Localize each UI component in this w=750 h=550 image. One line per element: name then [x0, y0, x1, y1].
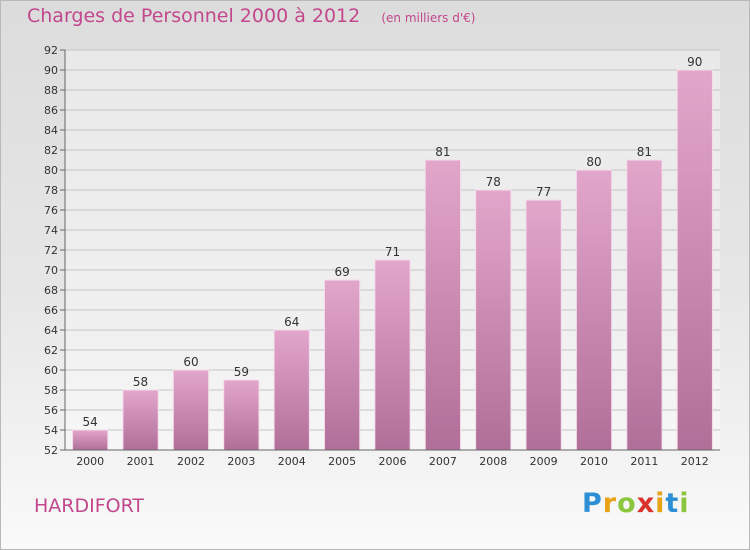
logo-letter: r [602, 488, 618, 519]
x-tick-label: 2012 [681, 455, 709, 468]
y-tick-label: 72 [44, 244, 58, 257]
x-tick-label: 2002 [177, 455, 205, 468]
y-tick-label: 86 [44, 104, 58, 117]
y-tick-label: 64 [44, 324, 58, 337]
data-label: 81 [435, 145, 450, 159]
data-label: 81 [637, 145, 652, 159]
x-tick-label: 2005 [328, 455, 356, 468]
y-tick-label: 76 [44, 204, 58, 217]
data-label: 58 [133, 375, 148, 389]
chart-unit: (en milliers d'€) [381, 11, 476, 25]
x-tick-label: 2004 [278, 455, 306, 468]
y-tick-label: 74 [44, 224, 58, 237]
data-label: 90 [687, 55, 702, 69]
bar-2002 [172, 369, 210, 451]
y-tick-label: 60 [44, 364, 58, 377]
y-tick-label: 92 [44, 44, 58, 57]
y-tick-label: 70 [44, 264, 58, 277]
logo-letter: i [655, 488, 666, 519]
x-axis: 2000 2001 2002 2003 2004 2005 2006 2007 2008 2009… [65, 449, 720, 468]
data-label: 60 [183, 355, 198, 369]
data-label: 80 [586, 155, 601, 169]
data-label: 77 [536, 185, 551, 199]
logo-letter: P [582, 488, 603, 519]
bar-2003 [223, 379, 260, 451]
bar-2004 [273, 329, 310, 451]
y-tick-label: 66 [44, 304, 58, 317]
data-label: 78 [486, 175, 501, 189]
chart-title: Charges de Personnel 2000 à 2012 [27, 5, 361, 27]
x-tick-label: 2009 [530, 455, 558, 468]
bar-2012 [676, 69, 713, 451]
y-tick-label: 56 [44, 404, 58, 417]
y-axis: 52 54 56 58 60 62 64 66 68 70 72 74 76 78 80 82 84 86 88 90… [44, 44, 66, 457]
y-tick-label: 84 [44, 124, 58, 137]
x-tick-label: 2007 [429, 455, 457, 468]
y-tick-label: 52 [44, 444, 58, 457]
commune-name: HARDIFORT [34, 495, 145, 517]
x-tick-label: 2011 [630, 455, 658, 468]
x-tick-label: 2010 [580, 455, 608, 468]
proxiti-logo: Proxiti [582, 488, 690, 519]
x-tick-label: 2003 [227, 455, 255, 468]
x-tick-label: 2006 [379, 455, 407, 468]
logo-letter: t [665, 488, 680, 519]
bar-2010 [575, 169, 613, 451]
x-tick-label: 2008 [479, 455, 507, 468]
data-label: 69 [334, 265, 349, 279]
bar-2006 [374, 259, 411, 451]
y-tick-label: 58 [44, 384, 58, 397]
bar-2001 [122, 389, 159, 451]
y-tick-label: 82 [44, 144, 58, 157]
bar-2005 [323, 279, 361, 451]
bar-2007 [424, 159, 462, 451]
data-label: 59 [234, 365, 249, 379]
bar-2009 [525, 199, 562, 451]
y-tick-label: 80 [44, 164, 58, 177]
logo-letter: x [636, 488, 656, 519]
bars: 54 58 60 59 64 69 71 81 78 77 80 81 90 [72, 55, 713, 451]
y-tick-label: 78 [44, 184, 58, 197]
x-tick-label: 2001 [127, 455, 155, 468]
y-tick-label: 88 [44, 84, 58, 97]
bar-2008 [475, 189, 512, 451]
bar-2000 [72, 429, 109, 451]
data-label: 64 [284, 315, 299, 329]
data-label: 71 [385, 245, 400, 259]
y-tick-label: 62 [44, 344, 58, 357]
y-tick-label: 68 [44, 284, 58, 297]
logo-letter: o [617, 488, 637, 519]
y-tick-label: 54 [44, 424, 58, 437]
data-label: 54 [83, 415, 98, 429]
logo-letter: i [679, 488, 690, 519]
chart-header: Charges de Personnel 2000 à 2012 (en mil… [27, 5, 475, 27]
y-tick-label: 90 [44, 64, 58, 77]
x-tick-label: 2000 [76, 455, 104, 468]
bar-2011 [626, 159, 663, 451]
